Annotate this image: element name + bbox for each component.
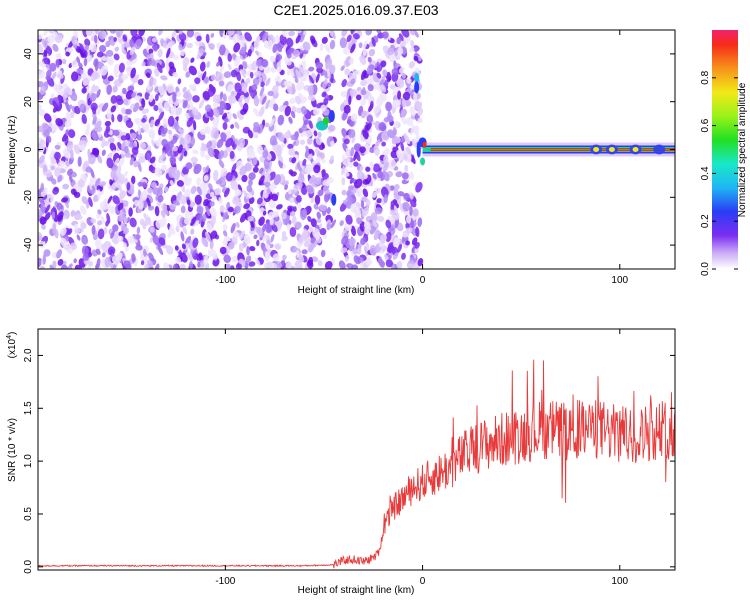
snr-x-tick-label: -100 xyxy=(215,576,235,587)
snr-y-tick-label: 2.0 xyxy=(23,348,34,362)
snr-y-label: SNR (10 * v/v) xyxy=(7,418,18,482)
snr-y-tick-label: 1.0 xyxy=(23,454,34,468)
carrier-band xyxy=(418,137,675,157)
colorbar: 0.0 0.2 0.4 0.6 0.8 Normalized spectral ampl… xyxy=(700,30,748,276)
spectrum-y-tick-label: 0 xyxy=(23,146,34,152)
noise-scatter xyxy=(38,30,424,269)
spectrum-x-tick-label: 100 xyxy=(611,275,628,286)
snr-series-line xyxy=(38,359,675,569)
snr-multiplier-exp: 4 xyxy=(6,335,13,339)
svg-text:(x104): (x104) xyxy=(6,332,18,359)
snr-x-tick-label: 0 xyxy=(420,576,426,587)
spectrum-y-tick-label: 40 xyxy=(23,48,34,60)
snr-axis-ticks: -100 0 100 0.0 0.5 1.0 1.5 2.0 xyxy=(23,329,675,587)
colorbar-gradient xyxy=(712,30,738,269)
colorbar-tick-label: 0.8 xyxy=(700,70,711,84)
colorbar-ticks: 0.0 0.2 0.4 0.6 0.8 xyxy=(700,70,738,276)
snr-plot-area xyxy=(38,359,675,569)
spectrum-x-tick-label: -100 xyxy=(215,275,235,286)
colorbar-tick-label: 0.4 xyxy=(700,166,711,180)
colorbar-tick-label: 0.0 xyxy=(700,262,711,276)
spectrum-y-tick-label: -20 xyxy=(23,190,34,205)
spectrum-y-tick-label: -40 xyxy=(23,237,34,252)
colorbar-tick-label: 0.6 xyxy=(700,118,711,132)
figure-title: C2E1.2025.016.09.37.E03 xyxy=(273,2,438,18)
spectrum-x-label: Height of straight line (km) xyxy=(298,285,415,296)
colorbar-label: Normalized spectral amplitude xyxy=(737,82,748,217)
colorbar-tick-label: 0.2 xyxy=(700,214,711,228)
snr-y-tick-label: 0.0 xyxy=(23,559,34,573)
spectrum-plot-area xyxy=(38,30,675,269)
snr-x-tick-label: 100 xyxy=(611,576,628,587)
spectrum-x-tick-label: 0 xyxy=(420,275,426,286)
spectrum-y-tick-label: 20 xyxy=(23,96,34,108)
snr-frame xyxy=(37,328,676,571)
snr-panel: -100 0 100 0.0 0.5 1.0 1.5 2.0 Height of straig… xyxy=(6,328,676,596)
spectrum-axis-ticks: -100 0 100 -40 -20 0 20 40 xyxy=(23,30,675,286)
spectrum-panel: -100 0 100 -40 -20 0 20 40 Height of straight l… xyxy=(7,29,676,296)
snr-multiplier: (x104) xyxy=(6,332,18,359)
snr-x-label: Height of straight line (km) xyxy=(298,585,415,596)
spectrum-y-label: Frequency (Hz) xyxy=(7,116,18,185)
snr-y-tick-label: 1.5 xyxy=(23,401,34,415)
snr-multiplier-base: (x10 xyxy=(7,338,18,358)
snr-y-tick-label: 0.5 xyxy=(23,507,34,521)
